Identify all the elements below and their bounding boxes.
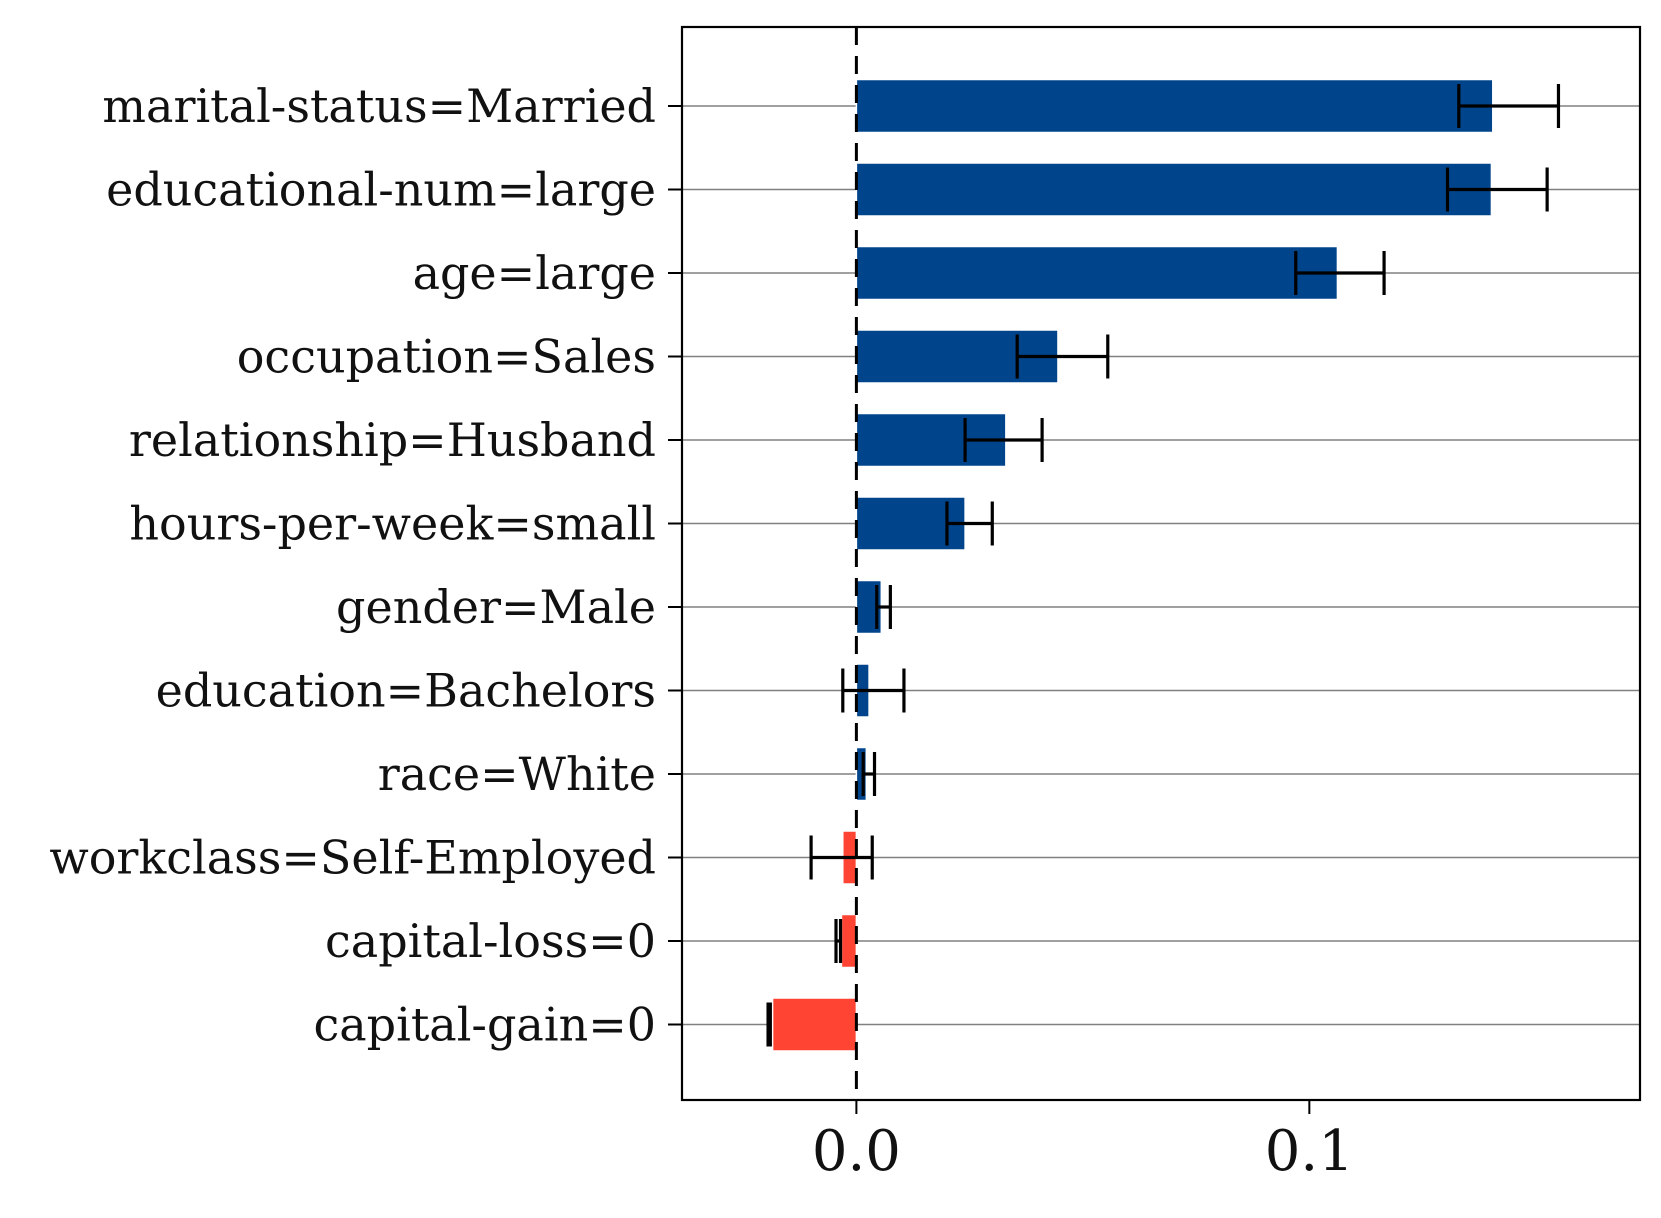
error-bar <box>963 418 1044 462</box>
error-bar <box>945 501 994 546</box>
category-label: age=large <box>413 246 656 300</box>
bar <box>855 162 1493 217</box>
error-bar <box>861 752 877 796</box>
category-label: education=Bachelors <box>156 664 656 718</box>
x-axis-ticks: 0.0 0.1 <box>668 105 1354 1184</box>
category-label: educational-num=large <box>106 163 656 217</box>
x-tick-label: 0.1 <box>1265 1119 1354 1184</box>
error-bar <box>766 1002 772 1047</box>
category-label: gender=Male <box>336 580 656 634</box>
bars <box>771 78 1494 1052</box>
category-label: hours-per-week=small <box>129 497 656 551</box>
category-label: capital-loss=0 <box>325 914 656 968</box>
error-bar <box>1457 84 1561 128</box>
x-tick-label: 0.0 <box>812 1119 901 1184</box>
bar <box>855 245 1339 301</box>
category-label: capital-gain=0 <box>313 998 656 1052</box>
error-bar <box>834 919 843 963</box>
category-label: race=White <box>378 747 656 801</box>
error-bar <box>875 585 892 629</box>
error-bar <box>841 668 906 713</box>
error-bar <box>1015 334 1110 379</box>
category-label: relationship=Husband <box>129 413 656 467</box>
error-bar <box>1445 167 1549 212</box>
grid-lines <box>682 105 1640 1026</box>
error-bars <box>766 84 1561 1047</box>
category-labels: marital-status=Married educational-num=la… <box>49 79 656 1052</box>
error-bar <box>809 835 874 880</box>
category-label: workclass=Self-Employed <box>49 831 656 885</box>
bar <box>840 913 858 969</box>
bar <box>855 78 1494 134</box>
bar <box>771 997 858 1052</box>
category-label: occupation=Sales <box>237 330 656 384</box>
axes-frame <box>680 25 1642 1102</box>
error-bar <box>1294 251 1386 295</box>
category-label: marital-status=Married <box>102 79 656 133</box>
plot-frame <box>680 25 1642 1102</box>
